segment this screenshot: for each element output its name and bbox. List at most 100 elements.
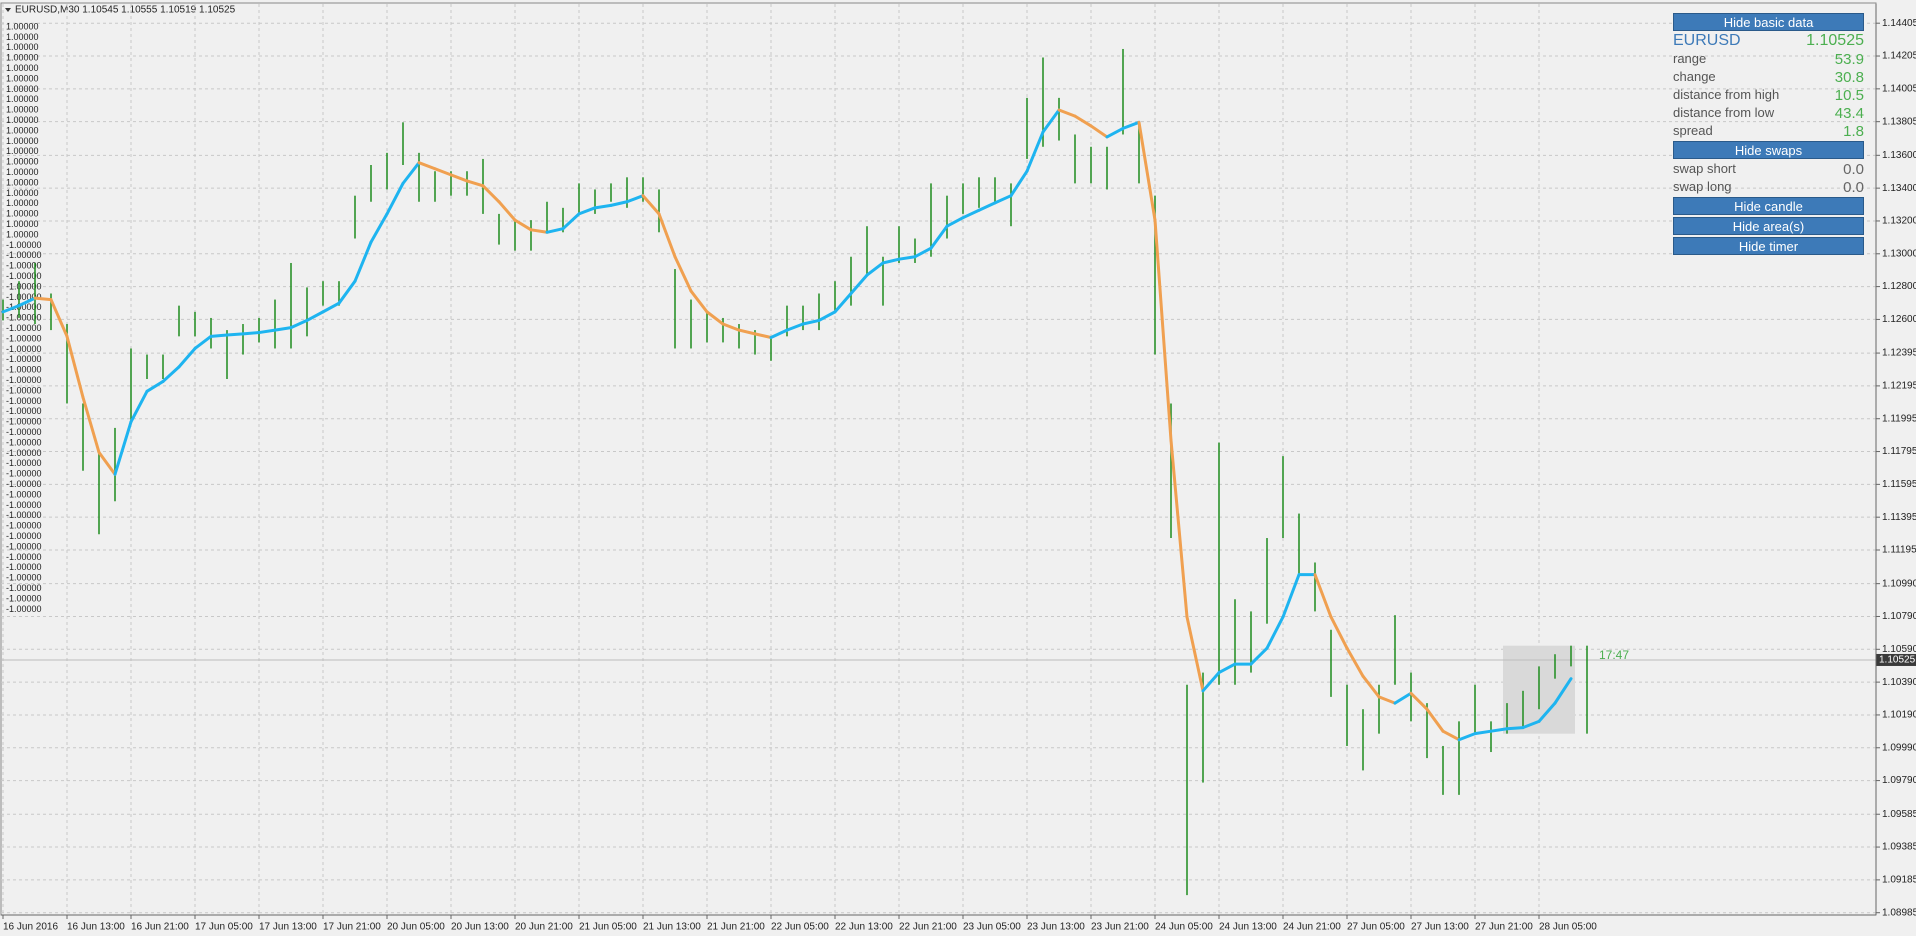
ma-segment [1473,729,1493,736]
button[interactable]: Hide timer [1673,237,1864,255]
x-tick-label: 16 Jun 13:00 [67,922,125,933]
indicator-label: 1.00000 [6,21,39,31]
ma-segment [1521,719,1541,730]
indicator-label: -1.00000 [6,271,42,281]
price: 1.10525 [1806,32,1864,49]
y-tick-label: 1.11995 [1882,413,1916,424]
stat-value: 10.5 [1834,87,1864,104]
ma-segment [817,310,837,322]
ma-segment [497,200,517,222]
chart-title: EURUSD,M30 1.10545 1.10555 1.10519 1.105… [15,5,236,16]
indicator-label: -1.00000 [6,593,42,603]
ma-segment [49,298,69,338]
stat-label: distance from low [1673,105,1775,120]
ma-segment [1441,729,1461,742]
indicator-label: -1.00000 [6,552,42,562]
ma-segment [273,326,293,332]
ma-segment [1137,120,1157,222]
stat-row: distance from low 43.4 [1673,105,1864,122]
ma-segment [1281,573,1301,619]
indicator-label: -1.00000 [6,302,42,312]
ma-segment [1329,615,1349,650]
y-tick-label: 1.09185 [1882,875,1916,886]
ma-segment [481,184,501,204]
x-tick-label: 23 Jun 13:00 [1027,922,1085,933]
indicator-label: -1.00000 [6,417,42,427]
symbol: EURUSD [1673,32,1741,49]
indicator-label: -1.00000 [6,458,42,468]
y-tick-label: 1.10390 [1882,677,1916,688]
button[interactable]: Hide basic data [1673,13,1864,31]
indicator-label: -1.00000 [6,531,42,541]
indicator-label: -1.00000 [6,375,42,385]
y-tick-label: 1.14205 [1882,51,1916,62]
x-tick-label: 17 Jun 21:00 [323,922,381,933]
ma-segment [1553,677,1573,705]
stat-row: distance from high 10.5 [1673,87,1864,104]
indicator-label: -1.00000 [6,437,42,447]
indicator-label: 1.00000 [6,125,39,135]
ma-segment [1041,108,1061,134]
ma-segment [145,379,165,393]
symbol-row: EURUSD 1.10525 [1673,32,1864,52]
y-tick-label: 1.11195 [1882,545,1916,556]
swap-row: swap long 0.0 [1673,179,1864,196]
indicator-label: -1.00000 [6,573,42,583]
indicator-label: -1.00000 [6,385,42,395]
indicator-label: -1.00000 [6,250,42,260]
ma-segment [97,450,117,476]
price-label-box [1876,653,1916,666]
ma-segment [993,194,1013,205]
x-tick-label: 22 Jun 05:00 [771,922,829,933]
indicator-label: -1.00000 [6,500,42,510]
ma-segment [465,179,485,188]
indicator-label: 1.00000 [6,94,39,104]
indicator-label: -1.00000 [6,583,42,593]
ma-segment [1313,573,1333,619]
indicator-label: -1.00000 [6,365,42,375]
y-tick-label: 1.13400 [1882,183,1916,194]
ma-segment [897,255,917,261]
button[interactable]: Hide candle [1673,197,1864,215]
button[interactable]: Hide area(s) [1673,217,1864,235]
ma-segment [241,331,261,336]
indicator-label: 1.00000 [6,219,39,229]
y-tick-label: 1.09385 [1882,842,1916,853]
ma-segment [833,291,853,314]
ma-segment [881,257,901,265]
ma-segment [1457,732,1477,742]
x-tick-label: 27 Jun 05:00 [1347,922,1405,933]
x-tick-label: 27 Jun 13:00 [1411,922,1469,933]
x-tick-label: 22 Jun 13:00 [835,922,893,933]
ma-segment [417,161,437,171]
indicator-label: 1.00000 [6,73,39,83]
ma-segment [177,346,197,369]
x-tick-label: 20 Jun 21:00 [515,922,573,933]
y-tick-label: 1.10190 [1882,710,1916,721]
ma-segment [657,212,677,259]
price-label: 1.10525 [1879,655,1916,666]
button[interactable]: Hide swaps [1673,141,1864,159]
indicator-label: -1.00000 [6,427,42,437]
ma-segment [641,194,661,216]
ma-segment [1121,120,1141,130]
swap-label: swap short [1673,161,1736,176]
x-tick-label: 24 Jun 13:00 [1219,922,1277,933]
ma-segment [305,310,325,322]
plot-frame [0,2,1877,916]
y-tick-label: 1.11395 [1882,512,1916,523]
y-tick-label: 1.12800 [1882,281,1916,292]
indicator-label: -1.00000 [6,396,42,406]
ma-segment [785,322,805,332]
indicator-label: -1.00000 [6,281,42,291]
ma-segment [225,332,245,337]
x-tick-label: 16 Jun 21:00 [131,922,189,933]
x-tick-label: 16 Jun 2016 [3,922,58,933]
stat-row: change 30.8 [1673,69,1864,86]
stat-value: 1.8 [1843,123,1864,140]
ma-segment [609,200,629,207]
swap-value: 0.0 [1843,161,1864,178]
y-tick-label: 1.13805 [1882,116,1916,127]
indicator-label: -1.00000 [6,479,42,489]
